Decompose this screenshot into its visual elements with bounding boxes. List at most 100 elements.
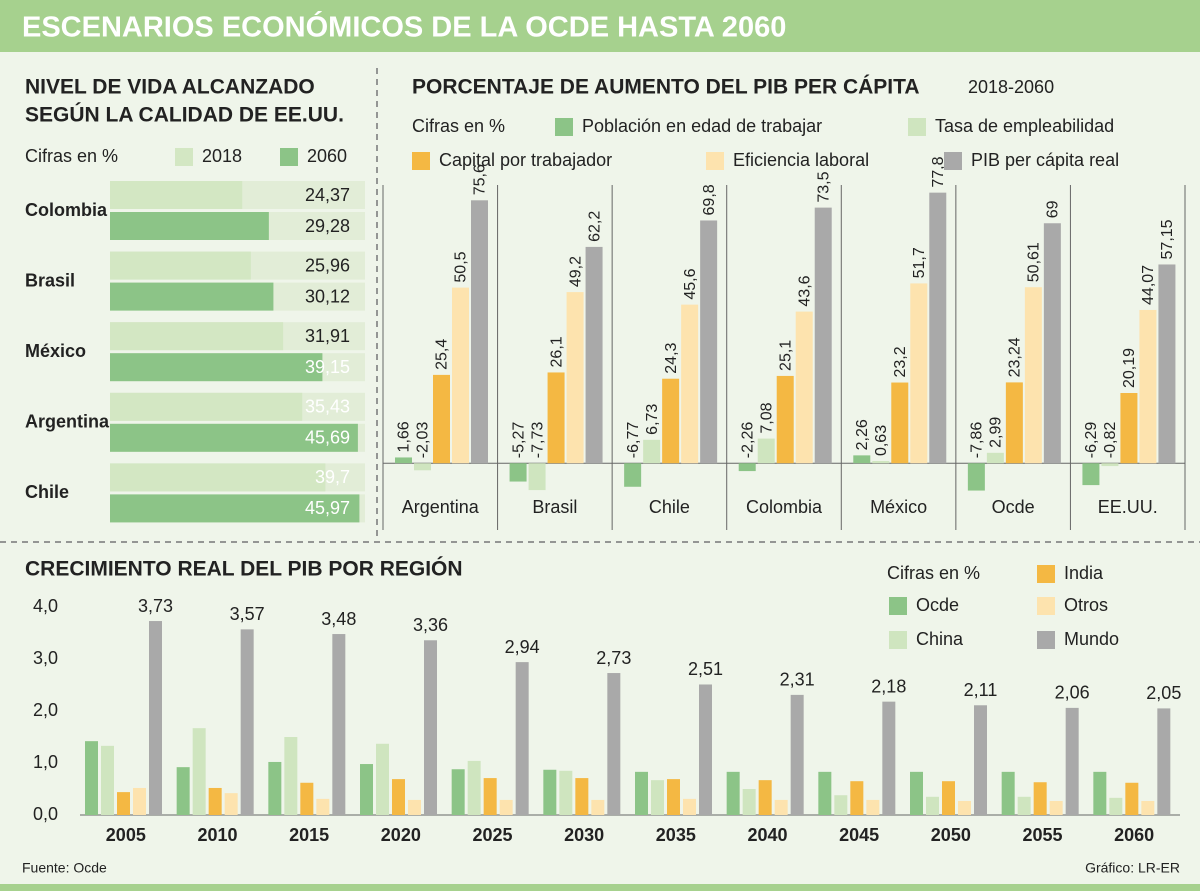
value-label: 6,73 [644,404,661,435]
bar [814,207,832,464]
value-label: 62,2 [586,211,603,242]
bar [1109,797,1123,815]
value-label: 25,4 [434,339,451,370]
legend-swatch [555,118,573,136]
legend-label: PIB per cápita real [971,150,1119,170]
value-label: 43,6 [796,275,813,306]
x-tick-label: 2060 [1114,825,1154,845]
bar [1017,796,1031,815]
value-label: 77,8 [930,156,947,187]
header-bar [0,0,1200,52]
bar [414,463,431,471]
value-label: 2,94 [505,637,540,657]
credit: Gráfico: LR-ER [1085,860,1180,876]
x-tick-label: 2025 [472,825,512,845]
value-label: 7,08 [758,402,775,433]
value-label: 1,66 [396,421,413,452]
bar [757,438,775,464]
value-label: 25,96 [305,255,350,275]
bar [1033,782,1047,815]
chart-note: Cifras en % [887,563,980,583]
bar [110,494,360,523]
bar [662,378,680,464]
bar [1065,707,1079,815]
bar [117,792,130,815]
bar [1141,800,1155,815]
source: Fuente: Ocde [22,860,107,876]
bar [795,311,813,464]
value-label: -6,77 [625,422,642,459]
bar [395,457,412,464]
value-label: 2,51 [688,659,723,679]
bar [1093,771,1107,815]
bar [559,770,573,815]
value-label: -7,73 [529,422,546,459]
value-label: 31,91 [305,326,350,346]
bar [818,771,832,815]
value-label: 3,48 [321,609,356,629]
bar [910,283,928,464]
bar [547,372,565,464]
bar [208,787,222,815]
bar [110,282,274,311]
bar [958,800,971,815]
value-label: 23,24 [1007,337,1024,377]
bar [332,634,346,815]
bar [1125,782,1139,815]
category-label: Brasil [25,270,75,290]
bar [790,694,804,815]
bar [1005,382,1023,464]
bar [591,799,605,815]
value-label: 50,5 [453,251,470,282]
bar [1120,393,1138,464]
value-label: -6,29 [1083,422,1100,459]
legend-label: Tasa de empleabilidad [935,116,1114,136]
value-label: 25,1 [777,340,794,371]
bar [683,798,696,815]
bar [284,737,298,815]
bar [1082,463,1100,486]
bar [942,781,955,815]
legend-swatch [1037,565,1055,583]
bar [110,353,323,382]
y-tick-label: 3,0 [33,648,58,668]
y-tick-label: 0,0 [33,804,58,824]
value-label: 2,99 [988,417,1005,448]
chart-title: PORCENTAJE DE AUMENTO DEL PIB PER CÁPITA [412,76,920,99]
x-tick-label: 2010 [197,825,237,845]
legend-swatch [1037,631,1055,649]
bar [1139,309,1157,464]
bar [110,181,243,209]
bar [853,455,871,464]
bar [575,778,589,815]
legend-swatch [280,148,298,166]
legend-label: Ocde [916,595,959,615]
bar [872,461,890,464]
value-label: -5,27 [510,422,527,459]
value-label: 45,97 [305,498,350,518]
bar [700,220,718,464]
bar [910,771,923,815]
bar [433,374,450,464]
bar [866,799,880,815]
legend-swatch [175,148,193,166]
legend-label: 2018 [202,146,242,166]
legend-swatch [1037,597,1055,615]
chart-subtitle: Cifras en % [25,146,118,166]
value-label: 3,36 [413,615,448,635]
value-label: 45,6 [682,268,699,299]
bar [452,287,469,464]
bar [850,781,864,815]
bar [635,771,648,815]
value-label: 2,18 [871,676,906,696]
legend-swatch [944,152,962,170]
chart-title: NIVEL DE VIDA ALCANZADO [25,76,315,99]
chart-title: SEGÚN LA CALIDAD DE EE.UU. [25,103,344,127]
x-tick-label: Ocde [992,497,1035,517]
value-label: 35,43 [305,397,350,417]
bar [110,392,303,421]
bar [149,621,162,815]
bar [1158,264,1176,464]
bar [424,640,437,815]
